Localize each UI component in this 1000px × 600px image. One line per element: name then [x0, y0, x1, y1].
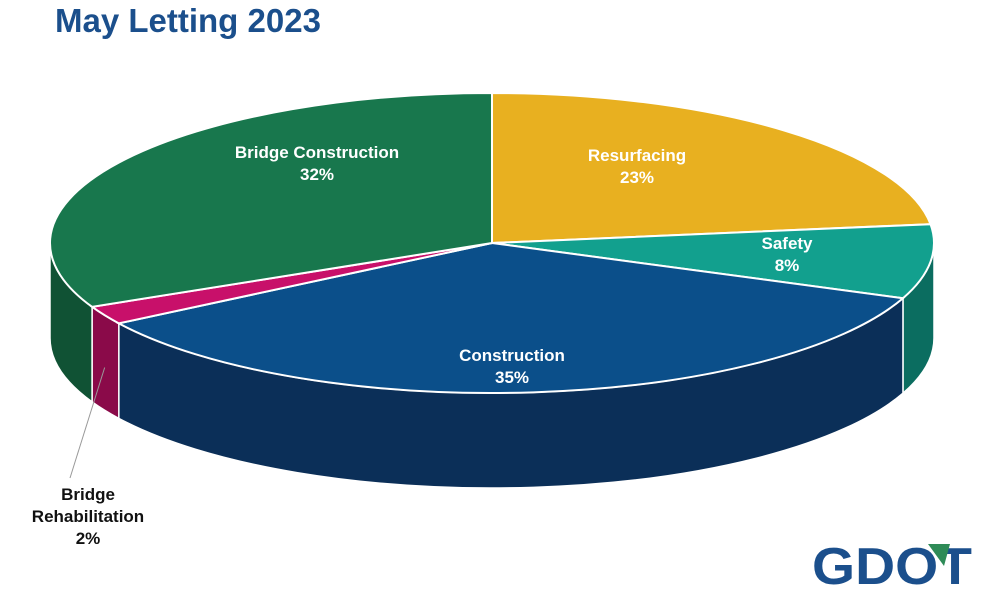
leader-line-3: [69, 367, 106, 479]
logo-leaf-icon: [928, 544, 950, 566]
slice-label-2: Construction 35%: [459, 346, 565, 387]
pie-labels: Resurfacing 23% Safety 8% Construction 35% Bri…: [32, 143, 813, 548]
pie-slice-resurfacing: [491, 91, 932, 245]
slice-label-3: Bridge Rehabilitation 2%: [32, 485, 144, 548]
slice-label-0: Resurfacing 23%: [588, 146, 686, 187]
slice-label-4: Bridge Construction 32%: [235, 143, 399, 184]
gdot-logo: GDOT: [812, 538, 972, 592]
chart-title: May Letting 2023: [55, 2, 321, 39]
slice-label-1: Safety 8%: [761, 234, 813, 275]
pie-slice-construction: [115, 241, 906, 394]
pie-tops: [49, 91, 935, 394]
pie-slice-bridge-construction: [49, 91, 493, 308]
pie-slice-safety: [491, 223, 935, 300]
pie-side-3: [91, 305, 120, 420]
